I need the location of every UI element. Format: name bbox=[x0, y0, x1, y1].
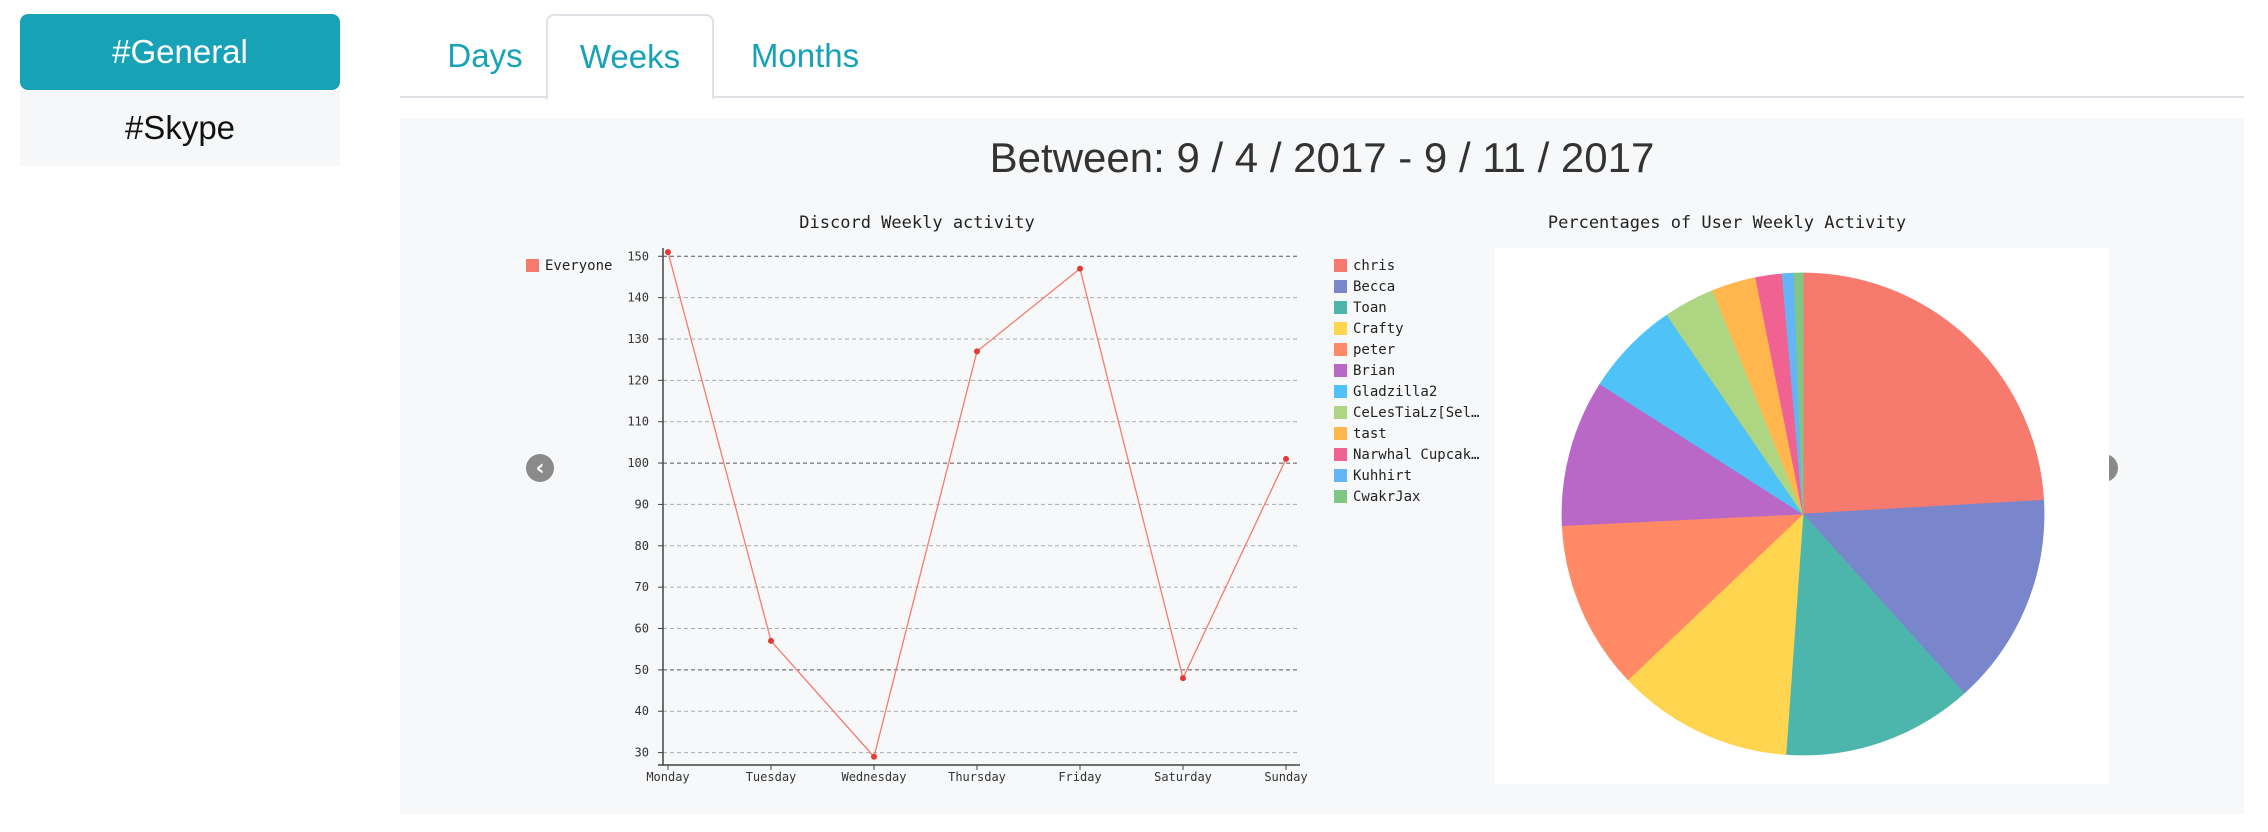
legend-swatch bbox=[1334, 448, 1347, 461]
legend-swatch bbox=[1334, 322, 1347, 335]
legend-swatch-everyone bbox=[526, 259, 539, 272]
legend-label: Becca bbox=[1353, 279, 1395, 295]
line-chart-title: Discord Weekly activity bbox=[799, 213, 1034, 233]
pie-slice bbox=[1802, 272, 2045, 515]
legend-swatch bbox=[1334, 343, 1347, 356]
x-tick-label: Wednesday bbox=[841, 770, 906, 784]
y-tick-label: 100 bbox=[627, 456, 649, 470]
pie-slice bbox=[1785, 513, 1965, 756]
y-tick-label: 70 bbox=[635, 580, 649, 594]
y-tick-label: 30 bbox=[635, 746, 649, 760]
data-point bbox=[974, 348, 980, 355]
y-tick-label: 50 bbox=[635, 663, 649, 677]
period-tabs: Days Weeks Months bbox=[400, 14, 2244, 100]
y-tick-label: 130 bbox=[627, 332, 649, 346]
legend-label: Toan bbox=[1353, 300, 1387, 316]
data-point bbox=[1283, 455, 1289, 462]
data-point bbox=[768, 637, 774, 644]
data-point bbox=[871, 753, 877, 760]
legend-label: tast bbox=[1353, 426, 1387, 442]
legend-label: CwakrJax bbox=[1353, 489, 1420, 505]
y-tick-label: 120 bbox=[627, 373, 649, 387]
date-range-title: Between: 9 / 4 / 2017 - 9 / 11 / 2017 bbox=[989, 134, 1655, 181]
stats-panel: Between: 9 / 4 / 2017 - 9 / 11 / 2017 ‹ … bbox=[400, 118, 2244, 814]
legend-swatch bbox=[1334, 385, 1347, 398]
pie-slice bbox=[1802, 499, 2045, 694]
legend-label: Brian bbox=[1353, 363, 1395, 379]
series-line-everyone bbox=[667, 251, 1287, 759]
tab-weeks[interactable]: Weeks bbox=[546, 14, 714, 100]
y-tick-label: 60 bbox=[635, 622, 649, 636]
legend-label: Crafty bbox=[1353, 321, 1404, 337]
y-tick-label: 40 bbox=[635, 704, 649, 718]
channel-item-general[interactable]: #General bbox=[20, 14, 340, 90]
legend-swatch bbox=[1334, 259, 1347, 272]
pie-chart-title: Percentages of User Weekly Activity bbox=[1548, 213, 1906, 233]
data-point bbox=[665, 249, 671, 256]
data-point bbox=[1077, 265, 1083, 272]
pie-slice bbox=[1627, 513, 1804, 755]
channel-sidebar: #General #Skype bbox=[20, 14, 340, 166]
pie-chart: Percentages of User Weekly Activity chri… bbox=[1334, 213, 2109, 784]
x-tick-label: Tuesday bbox=[746, 770, 797, 784]
legend-label: Gladzilla2 bbox=[1353, 384, 1437, 400]
legend-swatch bbox=[1334, 406, 1347, 419]
x-tick-label: Saturday bbox=[1154, 770, 1212, 784]
line-chart: Discord Weekly activity Everyone 30 40 50 6… bbox=[526, 213, 1308, 784]
legend-swatch bbox=[1334, 469, 1347, 482]
legend-label: Kuhhirt bbox=[1353, 468, 1412, 484]
pie-slice bbox=[1561, 383, 1805, 526]
y-tick-label: 80 bbox=[635, 539, 649, 553]
x-tick-label: Friday bbox=[1058, 770, 1101, 784]
data-point bbox=[1180, 675, 1186, 682]
tab-months[interactable]: Months bbox=[750, 37, 860, 74]
legend-swatch bbox=[1334, 490, 1347, 503]
legend-swatch bbox=[1334, 280, 1347, 293]
channel-item-skype[interactable]: #Skype bbox=[20, 90, 340, 166]
x-tick-label: Sunday bbox=[1264, 770, 1307, 784]
legend-swatch bbox=[1334, 364, 1347, 377]
pie-slice bbox=[1561, 513, 1805, 681]
x-tick-label: Thursday bbox=[948, 770, 1006, 784]
legend-label: chris bbox=[1353, 258, 1395, 274]
legend-label: Narwhal Cupcak… bbox=[1353, 447, 1479, 463]
legend-label-everyone: Everyone bbox=[545, 258, 612, 274]
legend-swatch bbox=[1334, 427, 1347, 440]
x-tick-label: Monday bbox=[646, 770, 689, 784]
y-tick-label: 110 bbox=[627, 415, 649, 429]
pie-slice bbox=[1793, 272, 1804, 515]
legend-label: peter bbox=[1353, 342, 1395, 358]
charts-area: Discord Weekly activity Everyone 30 40 50 6… bbox=[526, 213, 2109, 784]
tab-days[interactable]: Days bbox=[447, 37, 523, 74]
chevron-left-icon[interactable]: ‹ bbox=[526, 454, 554, 482]
legend-label: CeLesTiaLz[Sel… bbox=[1353, 405, 1479, 421]
y-tick-label: 140 bbox=[627, 291, 649, 305]
y-tick-label: 90 bbox=[635, 497, 649, 511]
y-tick-label: 150 bbox=[627, 249, 649, 263]
legend-swatch bbox=[1334, 301, 1347, 314]
